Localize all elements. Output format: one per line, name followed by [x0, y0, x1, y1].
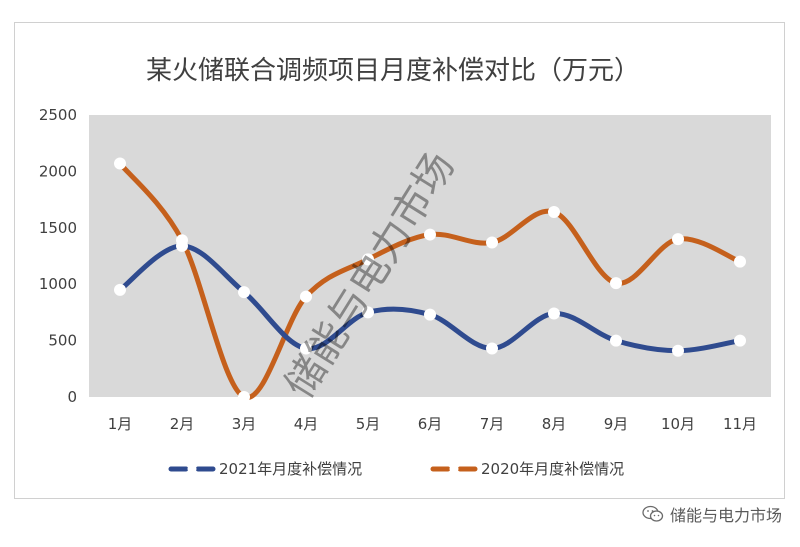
series-0-point: [362, 306, 374, 319]
legend: 2021年月度补偿情况 2020年月度补偿情况: [168, 460, 624, 478]
series-1-point: [610, 277, 622, 290]
y-tick-label: 2000: [39, 162, 77, 180]
x-axis: 1月 2月 3月 4月 5月 6月 7月 8月 9月 10月 11月: [108, 415, 757, 433]
x-tick-label: 4月: [294, 415, 319, 433]
series-1-point: [362, 253, 374, 266]
series-1-point: [734, 255, 746, 268]
series-0-point: [486, 342, 498, 355]
y-tick-label: 1500: [39, 219, 77, 237]
wechat-icon: [642, 505, 664, 522]
line-chart: 某火储联合调频项目月度补偿对比（万元） 0 500 1000 1500 2000 2500…: [39, 56, 771, 478]
x-tick-label: 1月: [108, 415, 133, 433]
x-tick-label: 7月: [480, 415, 505, 433]
series-0-point: [672, 344, 684, 357]
series-1-point: [424, 228, 436, 241]
series-0-point: [424, 308, 436, 321]
series-0-point: [238, 286, 250, 299]
series-0-point: [610, 334, 622, 347]
x-tick-label: 11月: [723, 415, 757, 433]
series-1-point: [672, 233, 684, 246]
series-1-point: [114, 157, 126, 170]
series-line-1: [117, 161, 743, 400]
x-tick-label: 2月: [170, 415, 195, 433]
legend-entry-label: 2020年月度补偿情况: [481, 460, 624, 478]
wechat-source-mark: 储能与电力市场: [642, 502, 782, 526]
series-0-point: [176, 239, 188, 252]
series-1-point: [300, 290, 312, 303]
chart-frame: 某火储联合调频项目月度补偿对比（万元） 0 500 1000 1500 2000 2500…: [14, 22, 785, 499]
x-tick-label: 9月: [604, 415, 629, 433]
legend-entry-label: 2021年月度补偿情况: [219, 460, 362, 478]
x-tick-label: 10月: [661, 415, 695, 433]
series-layer: [114, 157, 746, 403]
y-tick-label: 1000: [39, 275, 77, 293]
series-0-point: [300, 342, 312, 355]
y-tick-label: 0: [67, 388, 77, 406]
chart-title: 某火储联合调频项目月度补偿对比（万元）: [146, 56, 640, 86]
series-1-point: [486, 236, 498, 249]
series-0-point: [114, 283, 126, 296]
x-tick-label: 8月: [542, 415, 567, 433]
series-1-point: [548, 206, 560, 219]
y-axis: 0 500 1000 1500 2000 2500: [39, 106, 77, 406]
y-tick-label: 500: [48, 332, 77, 350]
series-0-point: [734, 334, 746, 347]
series-1-point: [238, 391, 250, 403]
series-0-point: [548, 307, 560, 320]
x-tick-label: 3月: [232, 415, 257, 433]
y-tick-label: 2500: [39, 106, 77, 124]
legend-marker: [449, 464, 459, 474]
legend-marker: [187, 464, 197, 474]
x-tick-label: 6月: [418, 415, 443, 433]
x-tick-label: 5月: [356, 415, 381, 433]
wechat-account-name: 储能与电力市场: [669, 506, 782, 525]
